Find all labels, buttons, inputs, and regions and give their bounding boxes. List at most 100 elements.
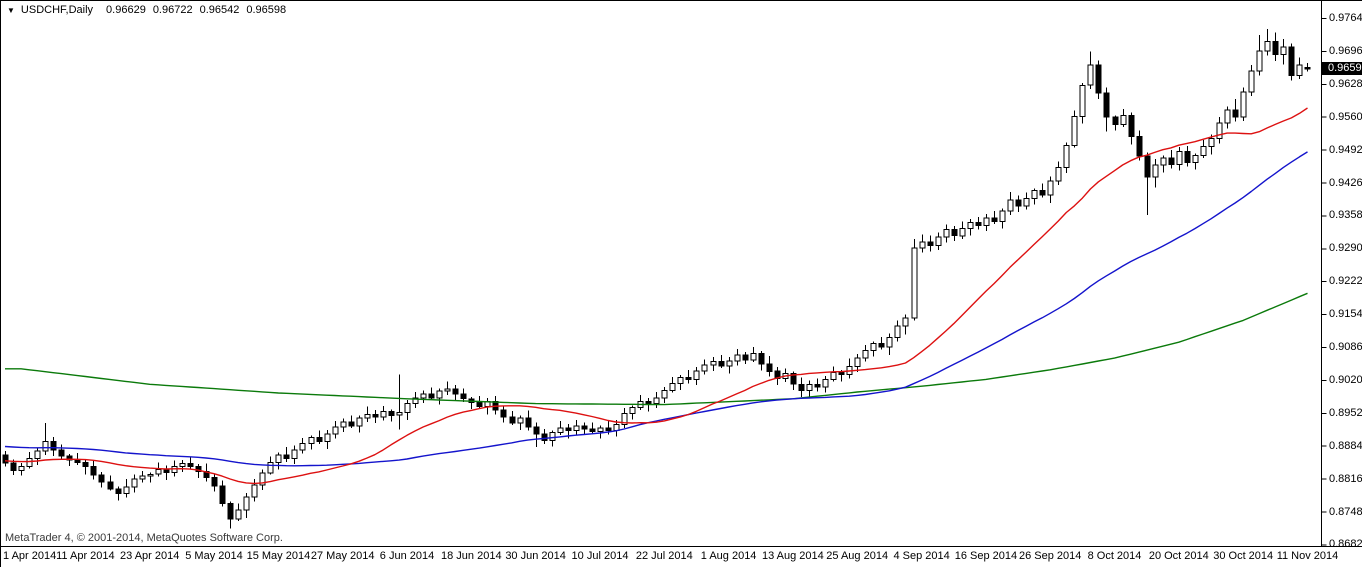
candle-body — [830, 372, 837, 381]
candle-body — [275, 454, 282, 464]
candle-body — [1071, 116, 1078, 147]
candle-body — [42, 440, 49, 452]
axes-layer — [1, 1, 1362, 547]
candle-body — [18, 466, 25, 471]
candle-body — [653, 397, 660, 405]
candle-body — [758, 352, 765, 365]
date-tick-label: 6 Jun 2014 — [379, 550, 435, 562]
candle-body — [685, 377, 692, 380]
candle-body — [1304, 66, 1311, 70]
candle-body — [581, 425, 588, 430]
candle-body — [219, 485, 226, 504]
medium-ma-line — [4, 151, 1308, 467]
symbol-ohlc-overlay: ▼ USDCHF,Daily 0.96629 0.96722 0.96542 0… — [7, 4, 293, 17]
candle-body — [444, 388, 451, 392]
price-tick-label: 0.92900 — [1329, 242, 1362, 255]
candle-body — [565, 427, 572, 432]
candle-body — [935, 236, 942, 246]
ohlc-open-value: 0.96629 — [106, 4, 146, 16]
candle-body — [822, 378, 829, 388]
candle-body — [661, 390, 668, 399]
candle-body — [902, 317, 909, 327]
candle-body — [862, 349, 869, 359]
date-tick-label: 30 Jun 2014 — [505, 550, 566, 562]
price-tick-label: 0.93580 — [1329, 209, 1362, 222]
candle-body — [1087, 64, 1094, 86]
candle-body — [1055, 167, 1062, 182]
candle-body — [645, 401, 652, 405]
candle-body — [163, 468, 170, 473]
candle-body — [701, 364, 708, 372]
candle-body — [669, 382, 676, 392]
candle-body — [404, 403, 411, 413]
candle-body — [34, 450, 41, 459]
candle-body — [718, 361, 725, 367]
date-tick-label: 27 May 2014 — [310, 550, 375, 562]
candle-body — [452, 388, 459, 395]
candle-body — [388, 410, 395, 416]
date-tick-label: 4 Sep 2014 — [893, 550, 950, 562]
candle-body — [1023, 198, 1030, 207]
price-tick-label: 0.96280 — [1329, 77, 1362, 90]
candle-body — [267, 462, 274, 474]
candle-body — [1240, 91, 1247, 118]
candle-body — [1176, 151, 1183, 166]
down-triangle-icon: ▼ — [7, 6, 15, 15]
candle-body — [1039, 189, 1046, 196]
candle-body — [557, 427, 564, 434]
candle-body — [308, 437, 315, 444]
candle-body — [1232, 109, 1239, 118]
date-tick-label: 30 Oct 2014 — [1213, 550, 1274, 562]
candle-body — [509, 416, 516, 424]
candle-body — [517, 417, 524, 424]
candle-body — [549, 432, 556, 441]
date-tick-label: 18 Jun 2014 — [441, 550, 502, 562]
candle-body — [436, 390, 443, 399]
candle-body — [460, 393, 467, 400]
time-axis[interactable]: 1 Apr 2014 11 Apr 2014 23 Apr 2014 5 May 20… — [1, 547, 1362, 567]
price-tick-label: 0.90860 — [1329, 341, 1362, 353]
price-tick-label: 0.89520 — [1329, 406, 1362, 419]
price-tick-label: 0.92220 — [1329, 275, 1362, 288]
candle-body — [870, 343, 877, 351]
candle-body — [967, 222, 974, 229]
candle-body — [710, 361, 717, 366]
candle-body — [838, 372, 845, 376]
candle-body — [597, 427, 604, 433]
candle-body — [1224, 109, 1231, 124]
candle-body — [50, 440, 57, 451]
candle-body — [1128, 115, 1135, 137]
candle-body — [2, 454, 9, 464]
candle-body — [428, 393, 435, 399]
candle-body — [790, 373, 797, 385]
candle-body — [1160, 157, 1167, 166]
candle-body — [1079, 84, 1086, 118]
candle-body — [316, 437, 323, 442]
candle-body — [533, 426, 540, 435]
date-tick-label: 10 Jul 2014 — [571, 550, 629, 562]
price-axis[interactable]: 0.97640 0.96960 0.96280 0.95600 0.94920 0.942… — [1322, 1, 1362, 550]
candle-body — [1296, 64, 1303, 77]
candle-body — [243, 496, 250, 511]
price-tick-label: 0.97640 — [1329, 12, 1362, 24]
candle-body — [131, 478, 138, 488]
price-tick-label: 0.88160 — [1329, 472, 1362, 485]
candle-body — [396, 411, 403, 416]
price-tick-label: 0.90200 — [1329, 373, 1362, 386]
candle-body — [227, 502, 234, 520]
candle-body — [1120, 115, 1127, 125]
candle-body — [123, 486, 130, 495]
candle-body — [878, 343, 885, 348]
candle-body — [605, 427, 612, 432]
candle-body — [179, 463, 186, 468]
date-tick-label: 20 Oct 2014 — [1148, 550, 1209, 562]
candle-body — [107, 481, 114, 490]
candle-body — [340, 421, 347, 428]
candle-body — [90, 466, 97, 476]
candle-body — [693, 370, 700, 380]
candle-body — [420, 393, 427, 399]
date-tick-label: 5 May 2014 — [185, 550, 243, 562]
candle-body — [1007, 199, 1014, 212]
